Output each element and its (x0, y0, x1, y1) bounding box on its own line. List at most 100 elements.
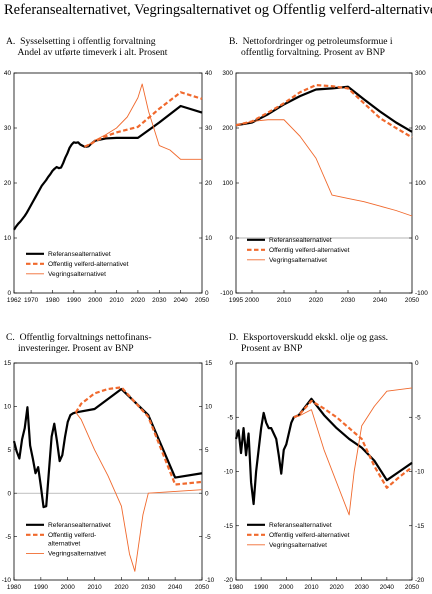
legend-label-vegring: Vegringsalternativet (48, 271, 106, 278)
y-tick-label-right: -10 (205, 577, 215, 584)
x-tick-label: 2010 (109, 297, 124, 304)
x-tick-label: 2020 (309, 297, 324, 304)
y-tick-label: -20 (224, 577, 234, 584)
figure-title: Referansealternativet, Vegringsalternati… (4, 2, 432, 18)
legend-label-vegring: Vegringsalternativet (269, 257, 327, 264)
y-tick-label: -10 (2, 577, 12, 584)
series-line-vegring (235, 119, 413, 217)
series-line-velferd (84, 91, 203, 148)
x-tick-label: 1980 (7, 584, 22, 591)
y-tick-label-right: 0 (415, 360, 419, 367)
x-tick-label: 2050 (405, 584, 420, 591)
legend-label-ref: Referansealternativet (269, 237, 332, 244)
x-tick-label: 2050 (195, 584, 210, 591)
y-tick-label-right: 0 (415, 235, 419, 242)
chart-panel-d: -20 -20 -15 -15 -10 -10 -5 -5 0 0 1980 1990 2000 2010… (224, 360, 425, 591)
y-tick-label-right: 40 (205, 70, 213, 77)
y-tick-label: 30 (4, 125, 12, 132)
x-tick-label: 1990 (34, 584, 49, 591)
y-tick-label-right: 5 (205, 447, 209, 454)
y-tick-label: 5 (7, 447, 11, 454)
legend-label-ref: Referansealternativet (269, 522, 332, 529)
y-tick-label: 0 (229, 360, 233, 367)
chart-panel-b: -100 -100 0 0 100 100 200 200 300 300 1995 2000 2010… (220, 70, 428, 304)
x-tick-label: 2030 (141, 584, 156, 591)
y-tick-label-right: 300 (415, 70, 426, 77)
y-tick-label-right: 200 (415, 125, 426, 132)
x-tick-label: 1990 (67, 297, 82, 304)
x-tick-label: 2020 (114, 584, 129, 591)
y-tick-label: 0 (229, 235, 233, 242)
y-tick-label: 10 (4, 404, 12, 411)
x-tick-label: 2020 (131, 297, 146, 304)
panel-a-title: A. Sysselsetting i offentlig forvaltning… (6, 36, 167, 58)
y-tick-label-right: 100 (415, 180, 426, 187)
legend-label-velferd: alternativet (48, 541, 80, 548)
x-tick-label: 2000 (245, 297, 260, 304)
x-tick-label: 1980 (45, 297, 60, 304)
y-tick-label: 300 (222, 70, 233, 77)
x-tick-label: 2010 (277, 297, 292, 304)
chart-panel-c: -10 -10 -5 -5 0 0 5 5 10 10 15 15 1980 1990 2000 2010 20… (2, 360, 215, 591)
panel-d-title-line-1: D. Eksportoverskudd ekskl. olje og gass. (229, 332, 389, 343)
x-tick-label: 2050 (195, 297, 210, 304)
panel-a-title-line-2: Andel av utførte timeverk i alt. Prosent (6, 47, 168, 58)
x-tick-label: 2040 (174, 297, 189, 304)
series-line-ref (234, 397, 413, 506)
panel-b-title: B. Nettofordringer og petroleumsformue i… (229, 36, 393, 58)
y-tick-label-right: 0 (205, 490, 209, 497)
y-tick-label: -5 (227, 414, 233, 421)
x-tick-label: 1995 (229, 297, 244, 304)
legend-label-velferd: Offentlig velferd- (48, 532, 96, 539)
x-tick-label: 2040 (373, 297, 388, 304)
x-tick-label: 2030 (355, 584, 370, 591)
y-tick-label-right: -5 (415, 414, 421, 421)
legend: Referansealternativet Offentlig velferd-a… (26, 522, 111, 558)
legend: Referansealternativet Offentlig velferd-a… (26, 251, 129, 278)
panel-d-title-line-2: Prosent av BNP (229, 343, 303, 354)
x-tick-label: 1962 (7, 297, 22, 304)
y-tick-label-right: -5 (205, 534, 211, 541)
x-tick-label: 2000 (88, 297, 103, 304)
y-tick-label: 10 (4, 235, 12, 242)
panel-b-title-line-1: B. Nettofordringer og petroleumsformue i (229, 36, 393, 47)
panel-d-title: D. Eksportoverskudd ekskl. olje og gass.… (229, 332, 388, 354)
x-tick-label: 2000 (61, 584, 76, 591)
legend-label-ref: Referansealternativet (48, 251, 111, 258)
legend-label-vegring: Vegringsalternativet (269, 542, 327, 549)
plot-frame (13, 362, 203, 581)
series-line-vegring (293, 387, 413, 516)
series-line-ref (12, 387, 203, 509)
x-tick-label: 2040 (380, 584, 395, 591)
y-tick-label: 100 (222, 180, 233, 187)
series-line-vegring (75, 412, 203, 572)
x-tick-label: 2040 (168, 584, 183, 591)
y-tick-label-right: 20 (205, 180, 213, 187)
panel-c-title-line-1: C. Offentlig forvaltnings nettofinans- (6, 332, 152, 343)
y-tick-label-right: -100 (415, 290, 428, 297)
series-line-velferd (74, 386, 203, 486)
x-tick-label: 2030 (152, 297, 167, 304)
x-tick-label: 2030 (341, 297, 356, 304)
y-tick-label: 40 (4, 70, 12, 77)
y-tick-label-right: 0 (205, 290, 209, 297)
y-tick-label: -5 (5, 534, 11, 541)
plot-frame (13, 72, 203, 294)
series-line-ref (235, 85, 413, 133)
y-tick-label: 15 (4, 360, 12, 367)
y-tick-label: 200 (222, 125, 233, 132)
y-tick-label-right: 15 (205, 360, 213, 367)
legend-label-vegring: Vegringsalternativet (48, 551, 106, 558)
y-tick-label: 20 (4, 180, 12, 187)
series-line-ref (13, 104, 203, 231)
series-line-velferd (235, 83, 413, 139)
x-tick-label: 2010 (304, 584, 319, 591)
y-tick-label: -15 (224, 523, 234, 530)
y-tick-label-right: 10 (205, 235, 213, 242)
y-tick-label: -10 (224, 469, 234, 476)
y-tick-label: 0 (7, 290, 11, 297)
panel-c-title: C. Offentlig forvaltnings nettofinans- i… (6, 332, 152, 354)
legend: Referansealternativet Offentlig velferd-a… (247, 237, 350, 264)
